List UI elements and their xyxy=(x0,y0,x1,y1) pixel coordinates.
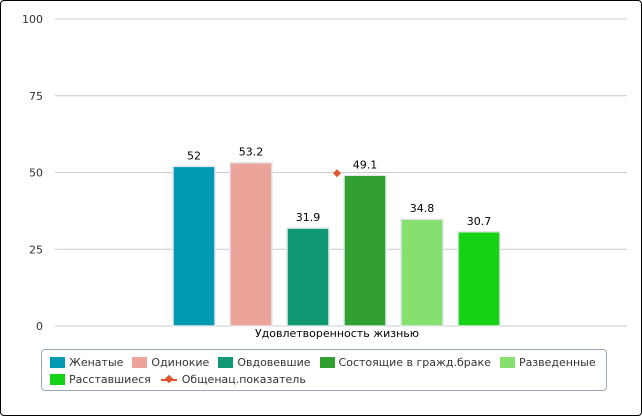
legend-item[interactable]: Женатые xyxy=(50,356,123,369)
y-tick-label: 50 xyxy=(29,167,43,180)
data-label: 49.1 xyxy=(353,158,378,171)
legend-item[interactable]: Расставшиеся xyxy=(50,373,151,386)
legend-label: Состоящие в гражд.браке xyxy=(338,356,491,369)
bar[interactable] xyxy=(172,165,216,327)
legend-swatch xyxy=(50,374,65,385)
legend-swatch xyxy=(132,357,148,368)
legend-item[interactable]: Состоящие в гражд.браке xyxy=(319,356,491,369)
data-label: 34.8 xyxy=(410,202,435,215)
bar[interactable] xyxy=(229,161,273,327)
data-label: 52 xyxy=(187,149,201,162)
legend-swatch xyxy=(499,357,515,368)
legend-label: Разведенные xyxy=(518,356,596,369)
legend-swatch xyxy=(319,357,335,368)
average-marker[interactable] xyxy=(333,169,341,178)
legend-item[interactable]: Одинокие xyxy=(132,356,209,369)
bar[interactable] xyxy=(286,227,330,327)
legend-swatch xyxy=(50,357,65,368)
legend: Женатые Одинокие Овдовевшие Состоящие в гра… xyxy=(41,349,607,391)
legend-item[interactable]: Разведенные xyxy=(499,356,596,369)
bar[interactable] xyxy=(343,174,387,327)
legend-label: Овдовевшие xyxy=(237,356,311,369)
legend-label: Общенац.показатель xyxy=(181,373,306,386)
legend-item[interactable]: Общенац.показатель xyxy=(160,373,306,386)
x-axis-category-label: Удовлетворенность жизнью xyxy=(255,327,419,340)
data-label: 53.2 xyxy=(239,146,264,159)
legend-label: Одинокие xyxy=(151,356,210,369)
bar[interactable] xyxy=(400,218,444,327)
legend-label: Женатые xyxy=(69,356,124,369)
bar-chart: 0 25 50 75 100 52 53.2 31.9 49.1 34.8 30.7 Удовле… xyxy=(22,13,627,340)
legend-line-marker-icon xyxy=(160,374,178,385)
legend-swatch xyxy=(218,357,234,368)
legend-label: Расставшиеся xyxy=(69,373,151,386)
data-label: 31.9 xyxy=(296,211,321,224)
bar[interactable] xyxy=(457,231,501,327)
y-tick-label: 25 xyxy=(29,243,43,256)
y-tick-label: 0 xyxy=(36,320,43,333)
y-tick-label: 75 xyxy=(29,90,43,103)
data-label: 30.7 xyxy=(467,215,492,228)
legend-item[interactable]: Овдовевшие xyxy=(218,356,311,369)
y-tick-label: 100 xyxy=(22,13,43,26)
